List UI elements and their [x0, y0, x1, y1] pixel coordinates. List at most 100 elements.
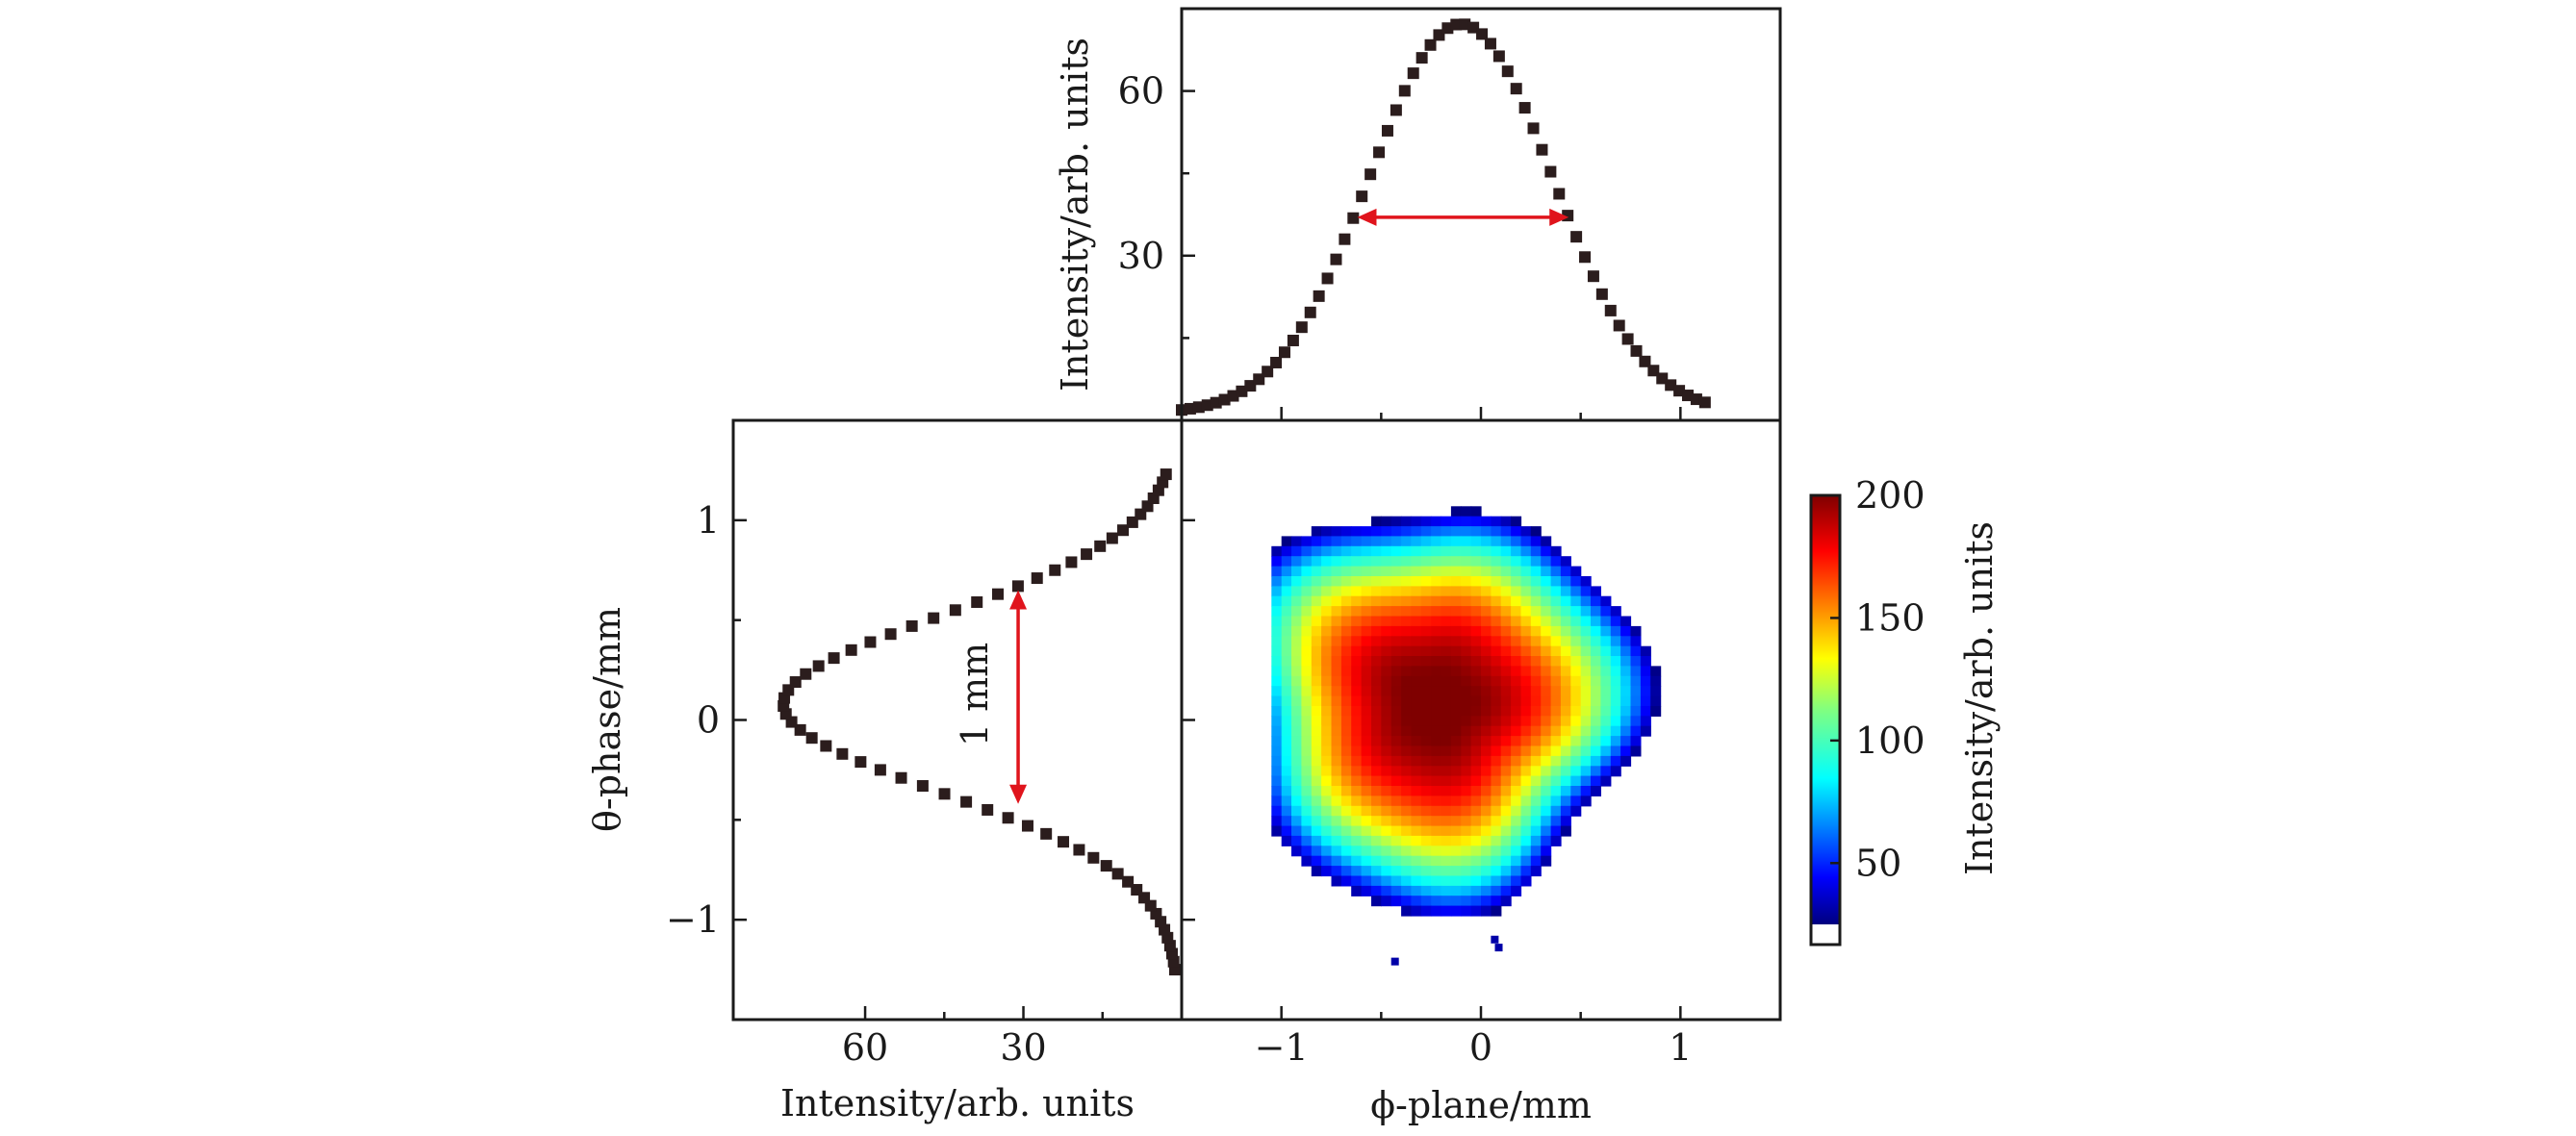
heatmap-cell	[1491, 896, 1502, 907]
heatmap-cell	[1491, 695, 1502, 707]
heatmap-cell	[1361, 545, 1372, 557]
heatmap-image	[1271, 506, 1662, 966]
heatmap-cell	[1420, 666, 1432, 677]
heatmap-cell	[1541, 656, 1552, 667]
heatmap-cell	[1411, 686, 1422, 697]
heatmap-cell	[1470, 645, 1482, 657]
heatmap-cell	[1560, 586, 1571, 597]
data-point	[1553, 188, 1566, 200]
heatmap-cell	[1371, 716, 1382, 727]
heatmap-cell	[1520, 716, 1532, 727]
heatmap-cell	[1591, 586, 1601, 597]
heatmap-cell	[1481, 846, 1492, 857]
heatmap-cell	[1491, 625, 1502, 637]
heatmap-cell	[1271, 725, 1283, 737]
data-point	[1347, 212, 1360, 224]
heatmap-cell	[1351, 755, 1363, 767]
heatmap-cell	[1470, 786, 1482, 796]
heatmap-cell	[1271, 556, 1283, 568]
heatmap-cell	[1321, 645, 1333, 657]
heatmap-cell	[1550, 725, 1562, 737]
heatmap-cell	[1361, 576, 1372, 587]
heatmap-cell	[1361, 556, 1372, 568]
heatmap-cell	[1491, 645, 1502, 657]
heatmap-cell	[1381, 816, 1392, 827]
heatmap-cell	[1441, 545, 1452, 557]
heatmap-cell	[1301, 835, 1313, 846]
heatmap-cell	[1570, 716, 1582, 727]
heatmap-cell	[1570, 736, 1582, 747]
heatmap-cell	[1301, 556, 1313, 568]
heatmap-cell	[1331, 576, 1342, 587]
x-tick-label: 0	[1469, 1026, 1492, 1069]
heatmap-cell	[1291, 835, 1302, 846]
heatmap-cell	[1371, 686, 1382, 697]
heatmap-cell	[1311, 795, 1322, 807]
left-x-axis-ticks: 60 30	[842, 1006, 1105, 1069]
heatmap-cell	[1491, 846, 1502, 857]
heatmap-cell	[1281, 576, 1292, 587]
heatmap-cell	[1390, 805, 1402, 817]
heatmap-cell	[1630, 675, 1642, 687]
heatmap-cell	[1640, 675, 1651, 687]
heatmap-cell	[1481, 536, 1492, 547]
data-point	[1381, 124, 1393, 137]
heatmap-cell	[1340, 805, 1352, 817]
heatmap-cell	[1401, 675, 1413, 687]
heatmap-cell	[1361, 766, 1372, 777]
heatmap-cell	[1620, 625, 1632, 637]
heatmap-cell	[1281, 745, 1292, 757]
heatmap-cell	[1321, 846, 1333, 857]
left-fwhm-arrow	[1009, 590, 1028, 804]
data-point	[836, 747, 849, 760]
heatmap-cell	[1461, 656, 1472, 667]
heatmap-cell	[1431, 866, 1442, 877]
heatmap-cell	[1441, 536, 1452, 547]
heatmap-cell	[1530, 695, 1542, 707]
heatmap-cell	[1511, 675, 1522, 687]
heatmap-cell	[1610, 625, 1621, 637]
heatmap-cell	[1381, 775, 1392, 787]
heatmap-cell	[1291, 625, 1302, 637]
heatmap-cell	[1450, 736, 1462, 747]
heatmap-cell	[1450, 636, 1462, 647]
heatmap-cell	[1500, 706, 1512, 717]
heatmap-cell	[1550, 825, 1562, 837]
heatmap-cell	[1541, 725, 1552, 737]
heatmap-cell	[1431, 736, 1442, 747]
colorbar-tick-label: 100	[1855, 719, 1926, 762]
heatmap-cell	[1580, 725, 1592, 737]
heatmap-cell	[1500, 725, 1512, 737]
heatmap-cell	[1541, 706, 1552, 717]
data-point	[1476, 28, 1489, 40]
data-point	[982, 803, 994, 816]
heatmap-cell	[1550, 625, 1562, 637]
heatmap-cell	[1511, 725, 1522, 737]
heatmap-cell	[1580, 716, 1592, 727]
heatmap-cell	[1331, 725, 1342, 737]
heatmap-cell	[1570, 586, 1582, 597]
heatmap-cell	[1351, 795, 1363, 807]
heatmap-cell	[1401, 775, 1413, 787]
heatmap-cell	[1311, 645, 1322, 657]
heatmap-cell	[1371, 576, 1382, 587]
heatmap-cell	[1450, 516, 1462, 527]
data-point	[874, 764, 886, 776]
heatmap-cell	[1470, 526, 1482, 538]
data-point	[845, 644, 857, 656]
heatmap-cell	[1340, 795, 1352, 807]
heatmap-cell	[1420, 736, 1432, 747]
heatmap-cell	[1570, 805, 1582, 817]
heatmap-cell	[1541, 636, 1552, 647]
data-point	[1081, 548, 1093, 561]
heatmap-cell	[1431, 516, 1442, 527]
heatmap-cell	[1411, 866, 1422, 877]
heatmap-cell	[1550, 636, 1562, 647]
heatmap-cell	[1591, 645, 1601, 657]
heatmap-cell	[1301, 725, 1313, 737]
heatmap-cell	[1461, 766, 1472, 777]
heatmap-cell	[1431, 825, 1442, 837]
heatmap-cell	[1311, 835, 1322, 846]
heatmap-cell	[1411, 736, 1422, 747]
data-point	[1536, 143, 1548, 156]
